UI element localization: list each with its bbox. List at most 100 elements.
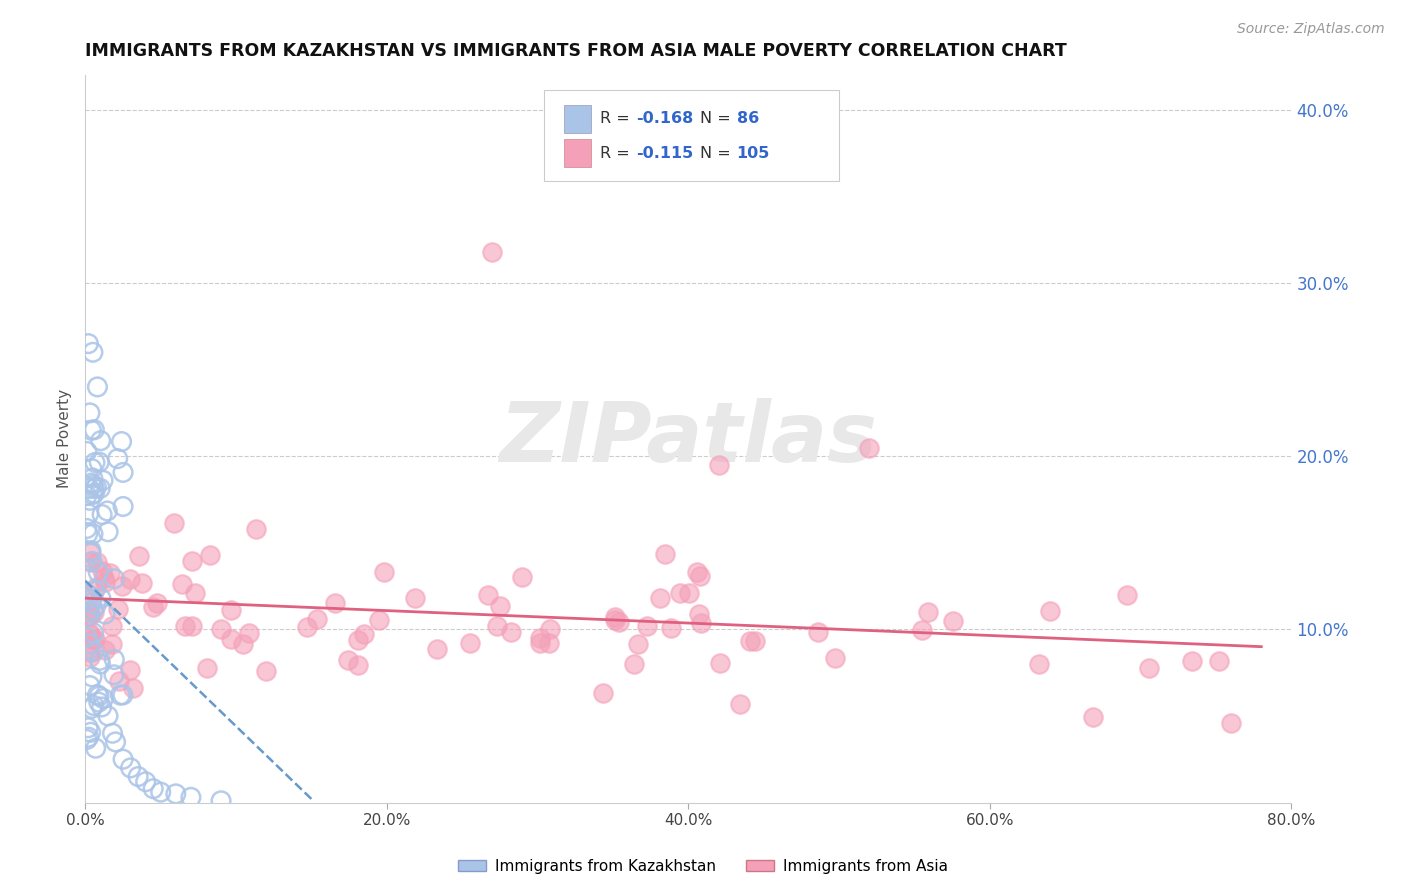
Point xyxy=(110,434,132,449)
Point xyxy=(911,623,934,637)
Point xyxy=(76,587,98,601)
Point xyxy=(79,725,101,739)
Point xyxy=(79,645,101,659)
Point xyxy=(305,612,328,626)
Text: -0.168: -0.168 xyxy=(637,112,693,127)
Point xyxy=(76,489,98,503)
Point xyxy=(82,477,104,491)
Point xyxy=(79,588,101,602)
Point xyxy=(488,599,510,613)
Point xyxy=(80,423,103,437)
Point xyxy=(84,599,107,613)
Point xyxy=(103,667,125,681)
Point xyxy=(636,619,658,633)
Point xyxy=(209,622,232,636)
Point xyxy=(94,642,117,657)
Point xyxy=(79,608,101,623)
Point xyxy=(149,785,172,799)
Point xyxy=(103,652,125,666)
Point xyxy=(605,610,627,624)
Point xyxy=(592,686,614,700)
Point xyxy=(87,689,110,703)
Point xyxy=(254,664,277,678)
Point xyxy=(80,596,103,610)
Point xyxy=(135,774,157,789)
Point xyxy=(347,658,370,673)
Point xyxy=(91,474,114,488)
Point xyxy=(98,566,121,581)
Point xyxy=(91,508,114,522)
Text: ZIPatlas: ZIPatlas xyxy=(499,399,877,479)
Point xyxy=(627,637,650,651)
Point xyxy=(337,653,360,667)
Point xyxy=(1028,657,1050,671)
Point xyxy=(77,730,100,744)
Point xyxy=(90,434,112,448)
Point xyxy=(180,790,202,805)
Point xyxy=(744,633,766,648)
Point xyxy=(107,602,129,616)
Point xyxy=(245,522,267,536)
Point xyxy=(80,476,103,491)
Point xyxy=(529,631,551,645)
Point xyxy=(1181,654,1204,668)
Point xyxy=(458,635,481,649)
Point xyxy=(80,546,103,560)
Point xyxy=(120,761,142,775)
Point xyxy=(689,569,711,583)
Point xyxy=(165,787,187,801)
Point xyxy=(101,618,124,632)
Point xyxy=(607,615,630,630)
Point xyxy=(1039,604,1062,618)
Point xyxy=(82,471,104,485)
Point xyxy=(485,618,508,632)
Point xyxy=(77,336,100,351)
Point xyxy=(83,486,105,500)
Point xyxy=(82,345,104,359)
Point xyxy=(79,650,101,665)
Point xyxy=(529,636,551,650)
Point xyxy=(740,634,762,648)
Point xyxy=(131,575,153,590)
Point xyxy=(295,620,318,634)
Point xyxy=(80,461,103,475)
Point xyxy=(76,631,98,645)
Point xyxy=(1083,709,1105,723)
Point xyxy=(142,781,165,796)
Point xyxy=(111,688,134,702)
Point xyxy=(80,543,103,558)
Point xyxy=(77,592,100,607)
Point xyxy=(367,613,389,627)
Point xyxy=(122,681,145,695)
Point xyxy=(807,625,830,640)
Point xyxy=(373,565,395,579)
Point xyxy=(661,621,683,635)
Point xyxy=(219,632,242,646)
Point xyxy=(89,657,111,671)
Point xyxy=(184,586,207,600)
Point xyxy=(181,619,204,633)
Point xyxy=(198,548,221,562)
Legend: Immigrants from Kazakhstan, Immigrants from Asia: Immigrants from Kazakhstan, Immigrants f… xyxy=(451,853,955,880)
Point xyxy=(142,600,165,615)
Point xyxy=(1208,654,1230,668)
Point xyxy=(83,626,105,640)
Point xyxy=(426,641,449,656)
Point xyxy=(163,516,186,530)
Point xyxy=(170,576,193,591)
Point xyxy=(1116,588,1139,602)
Point xyxy=(94,607,117,621)
Point xyxy=(195,661,218,675)
Point xyxy=(688,607,710,621)
Point xyxy=(79,544,101,558)
Point xyxy=(76,732,98,747)
Point xyxy=(707,458,730,472)
Point xyxy=(89,455,111,469)
Point xyxy=(82,591,104,606)
Point xyxy=(86,480,108,494)
Point xyxy=(79,608,101,623)
Point xyxy=(112,500,135,514)
Point xyxy=(77,507,100,521)
Text: R =: R = xyxy=(600,112,636,127)
Point xyxy=(173,619,195,633)
